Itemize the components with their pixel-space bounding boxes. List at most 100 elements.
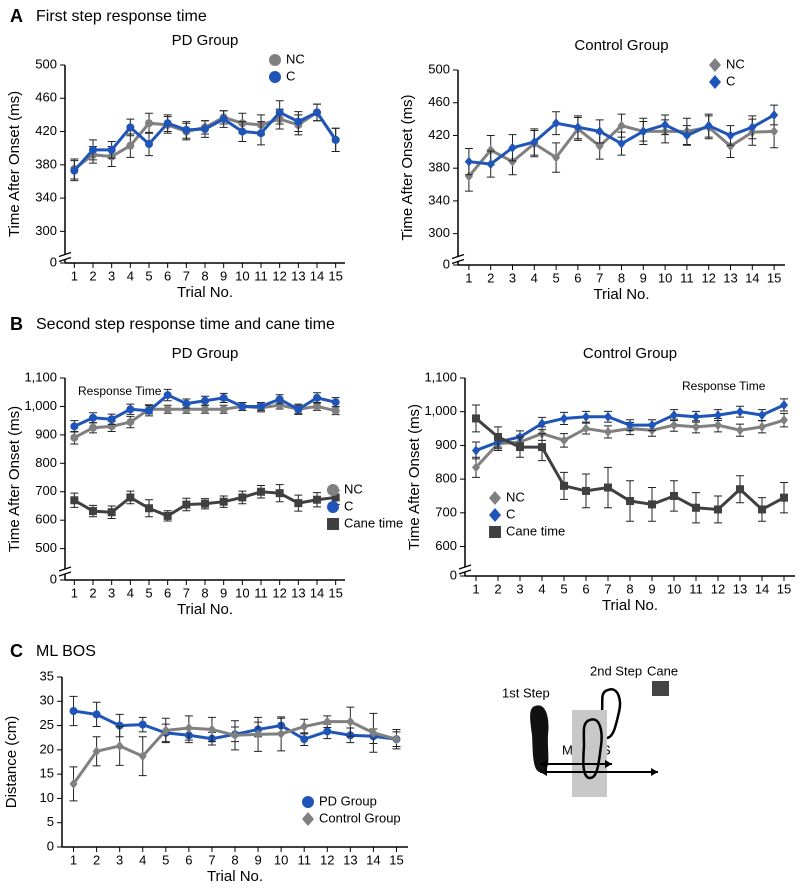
- marker: [70, 433, 79, 442]
- x-tick-label: 3: [516, 581, 523, 596]
- y-tick-label: 380: [35, 156, 57, 171]
- x-tick-label: 11: [254, 585, 268, 600]
- marker: [560, 435, 568, 446]
- marker: [736, 485, 744, 494]
- legend-marker: [327, 518, 339, 530]
- x-axis-label: Trial No.: [602, 597, 658, 614]
- marker: [682, 130, 691, 141]
- legend-marker: [489, 491, 501, 505]
- marker: [538, 418, 546, 429]
- marker: [464, 156, 473, 167]
- y-tick-label: 25: [40, 717, 54, 732]
- x-tick-label: 8: [618, 270, 625, 285]
- diagram: 2nd Step 1st Step Cane ML BOS: [502, 663, 678, 797]
- x-tick-label: 6: [164, 268, 171, 283]
- x-tick-label: 1: [71, 585, 78, 600]
- marker: [313, 495, 321, 504]
- y-tick-label: 700: [435, 504, 457, 519]
- marker: [486, 159, 495, 170]
- marker: [107, 145, 116, 154]
- x-tick-label: 4: [538, 581, 545, 596]
- marker: [313, 402, 321, 411]
- marker: [704, 120, 713, 131]
- x-tick-label: 5: [145, 585, 152, 600]
- x-tick-label: 10: [235, 585, 249, 600]
- y-tick-label: 1,000: [24, 398, 57, 413]
- y-tick-label: 420: [428, 127, 450, 142]
- marker: [70, 422, 79, 431]
- marker: [780, 399, 788, 410]
- marker: [560, 481, 568, 490]
- axis-break: [58, 566, 72, 577]
- y-tick-label: 10: [40, 790, 54, 805]
- marker: [257, 402, 265, 411]
- x-tick-label: 5: [145, 268, 152, 283]
- x-tick-label: 4: [531, 270, 538, 285]
- marker: [219, 405, 228, 414]
- x-tick-label: 15: [328, 585, 342, 600]
- marker: [530, 137, 539, 147]
- marker: [582, 486, 590, 495]
- y-tick-label: 15: [40, 766, 54, 781]
- marker: [145, 504, 153, 513]
- legend-label: NC: [286, 51, 305, 66]
- legend-marker: [709, 58, 721, 72]
- x-tick-label: 11: [254, 268, 268, 283]
- marker: [748, 122, 757, 133]
- marker: [89, 507, 97, 516]
- x-tick-label: 7: [183, 268, 190, 283]
- marker: [780, 415, 788, 426]
- marker: [486, 145, 495, 156]
- marker: [275, 395, 284, 404]
- x-tick-label: 1: [465, 270, 472, 285]
- marker: [145, 119, 153, 128]
- x-tick-label: 9: [648, 581, 655, 596]
- marker: [639, 126, 648, 137]
- x-tick-label: 2: [487, 270, 494, 285]
- marker: [145, 140, 153, 149]
- cane-marker: [652, 681, 669, 696]
- axis-break: [59, 569, 71, 574]
- y-tick-label: 30: [40, 693, 54, 708]
- chart-title: PD Group: [172, 32, 239, 49]
- x-tick-label: 14: [310, 585, 324, 600]
- marker: [69, 707, 78, 715]
- x-tick-label: 8: [626, 581, 633, 596]
- marker: [626, 420, 634, 431]
- legend-label: C: [726, 73, 735, 88]
- x-tick-label: 15: [767, 270, 781, 285]
- marker: [538, 443, 546, 452]
- x-axis-label: Trial No.: [177, 601, 233, 618]
- y-tick-label: 380: [428, 160, 450, 175]
- y-tick-label: 420: [35, 123, 57, 138]
- diagram-label: Cane: [647, 663, 678, 678]
- x-tick-label: 12: [320, 852, 334, 867]
- x-tick-label: 10: [274, 852, 288, 867]
- marker: [472, 462, 480, 473]
- y-axis-label: Time After Onset (ms): [406, 404, 423, 550]
- marker: [126, 141, 135, 150]
- x-axis-label: Trial No.: [593, 286, 649, 303]
- marker: [392, 734, 401, 745]
- x-tick-label: 3: [108, 268, 115, 283]
- marker: [300, 721, 309, 732]
- marker: [294, 499, 303, 508]
- x-tick-label: 11: [297, 852, 311, 867]
- x-tick-label: 8: [201, 585, 208, 600]
- y-tick-label: 500: [428, 61, 450, 76]
- y-tick-label: 5: [47, 814, 54, 829]
- marker: [323, 716, 332, 727]
- x-tick-label: 6: [164, 585, 171, 600]
- marker: [595, 141, 604, 152]
- legend-label: NC: [344, 481, 363, 496]
- x-tick-label: 13: [343, 852, 357, 867]
- marker: [770, 110, 779, 120]
- marker: [582, 423, 590, 434]
- marker: [617, 138, 626, 149]
- legend-marker: [327, 484, 339, 496]
- x-tick-label: 9: [220, 268, 227, 283]
- x-tick-label: 14: [755, 581, 769, 596]
- marker: [692, 421, 700, 432]
- x-tick-label: 3: [108, 585, 115, 600]
- x-tick-label: 5: [162, 852, 169, 867]
